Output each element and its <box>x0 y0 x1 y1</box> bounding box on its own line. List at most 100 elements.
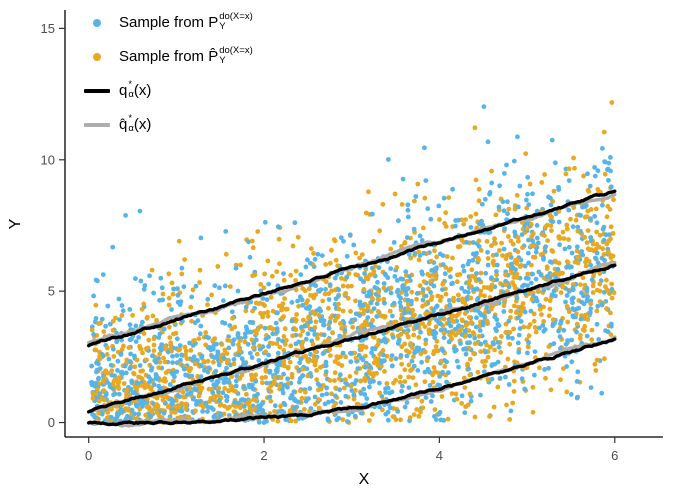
scatter-point <box>157 331 163 337</box>
scatter-point <box>305 298 310 304</box>
scatter-point <box>608 184 614 190</box>
point-swatch <box>93 52 101 61</box>
scatter-point <box>511 389 517 394</box>
scatter-point <box>578 333 583 338</box>
scatter-point <box>467 315 472 320</box>
scatter-point <box>386 157 391 162</box>
scatter-point <box>319 392 325 398</box>
scatter-point <box>409 289 415 295</box>
scatter-point <box>229 374 235 379</box>
scatter-point <box>139 383 145 388</box>
scatter-point <box>226 345 232 351</box>
scatter-point <box>315 251 321 257</box>
scatter-point <box>216 389 221 395</box>
scatter-point <box>370 211 375 217</box>
scatter-point <box>163 370 169 375</box>
scatter-point <box>505 199 510 205</box>
scatter-point <box>233 383 239 389</box>
scatter-point <box>326 305 331 311</box>
scatter-point <box>252 272 258 278</box>
scatter-point <box>281 271 286 276</box>
scatter-point <box>184 356 190 361</box>
scatter-point <box>182 257 188 262</box>
scatter-point <box>302 407 307 412</box>
scatter-point <box>476 257 481 263</box>
scatter-point <box>609 281 614 287</box>
scatter-point <box>109 368 115 374</box>
scatter-point <box>136 335 142 340</box>
scatter-point <box>101 397 107 403</box>
y-tick-label: 10 <box>41 152 55 167</box>
scatter-point <box>365 276 371 282</box>
scatter-point <box>189 294 195 300</box>
scatter-point <box>129 407 135 413</box>
scatter-point <box>478 288 484 294</box>
scatter-point <box>221 380 227 385</box>
scatter-point <box>527 181 533 187</box>
scatter-point <box>382 300 387 306</box>
scatter-point <box>112 377 118 382</box>
scatter-point <box>456 217 461 223</box>
scatter-point <box>609 100 615 105</box>
scatter-point <box>89 327 95 333</box>
estimated-quantile-upper-line <box>87 192 617 345</box>
scatter-point <box>308 293 313 298</box>
scatter-point <box>274 341 280 346</box>
scatter-point <box>152 406 158 411</box>
scatter-point <box>575 224 581 230</box>
scatter-point <box>604 214 610 220</box>
scatter-point <box>602 171 608 177</box>
scatter-point <box>519 232 525 238</box>
scatter-point <box>250 308 256 314</box>
scatter-point <box>274 326 280 332</box>
scatter-point <box>410 345 415 351</box>
scatter-point <box>330 330 335 336</box>
scatter-point <box>227 284 233 289</box>
scatter-point <box>411 412 417 417</box>
scatter-point <box>262 303 267 308</box>
scatter-point <box>458 326 464 332</box>
scatter-point <box>574 248 580 254</box>
scatter-point <box>341 238 346 244</box>
scatter-point <box>477 328 483 333</box>
scatter-point <box>389 363 395 369</box>
scatter-point <box>270 308 276 314</box>
scatter-point <box>305 373 311 379</box>
scatter-point <box>235 331 241 336</box>
scatter-point <box>530 384 536 390</box>
scatter-point <box>584 333 590 339</box>
scatter-point <box>530 271 535 277</box>
scatter-point <box>258 324 264 329</box>
scatter-point <box>360 343 366 349</box>
scatter-point <box>476 244 482 249</box>
scatter-point <box>208 347 214 353</box>
scatter-point <box>146 337 152 343</box>
scatter-point <box>318 287 324 293</box>
scatter-point <box>502 226 507 232</box>
scatter-point <box>531 243 537 249</box>
scatter-point <box>391 300 397 306</box>
scatter-point <box>333 393 338 399</box>
scatter-point <box>593 256 599 261</box>
scatter-point <box>410 307 415 313</box>
scatter-point <box>282 382 288 388</box>
scatter-point <box>517 183 523 189</box>
scatter-point <box>268 383 274 389</box>
scatter-point <box>343 393 349 399</box>
scatter-point <box>231 337 237 343</box>
scatter-point <box>223 229 229 234</box>
scatter-point <box>439 347 445 352</box>
scatter-point <box>482 310 488 316</box>
scatter-point <box>476 238 482 244</box>
scatter-point <box>450 255 455 261</box>
point-swatch <box>93 18 101 27</box>
scatter-point <box>488 287 494 292</box>
scatter-point <box>243 308 249 314</box>
scatter-point <box>522 263 528 269</box>
scatter-point <box>359 252 365 257</box>
scatter-point <box>144 346 149 351</box>
scatter-point <box>389 389 395 395</box>
scatter-point <box>463 351 469 357</box>
scatter-point <box>327 378 333 383</box>
scatter-point <box>552 321 557 326</box>
